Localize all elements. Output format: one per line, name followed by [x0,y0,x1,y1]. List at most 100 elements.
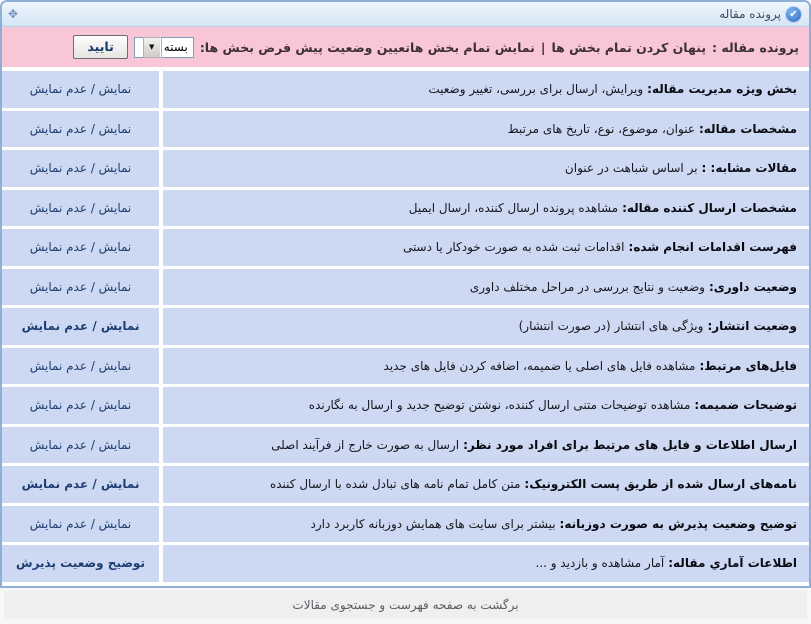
section-cell: وضعیت داوری: وضعیت و نتایج بررسی در مراحل… [163,268,809,305]
section-cell: اطلاعات آماري مقاله: آمار مشاهده و بازدید… [163,545,809,582]
section-label: توضیحات ضمیمه: [694,398,797,413]
table-row: ارسال اطلاعات و فایل های مرتبط برای افرا… [2,426,809,463]
table-row: اطلاعات آماري مقاله: آمار مشاهده و بازدید… [2,545,809,582]
section-cell: وضعیت انتشار: ویژگی های انتشار (در صورت ا… [163,308,809,345]
section-cell: توضیح وضعیت پذیرش به صورت دوزبانه: بیشتر … [163,505,809,542]
section-description: بر اساس شباهت در عنوان [564,161,698,176]
action-cell: نمایش / عدم نمایش [2,189,159,226]
title-bar: ✔ پرونده مقاله ✥ [2,2,809,27]
table-row: مشخصات ارسال کننده مقاله: مشاهده پرونده ا… [2,189,809,226]
action-cell: نمایش / عدم نمایش [2,150,159,187]
toggle-visibility-link[interactable]: توضیح وضعیت پذیرش [16,556,145,571]
section-label: اطلاعات آماري مقاله: [668,556,797,571]
section-cell: فهرست اقدامات انجام شده: اقدامات ثبت شده … [163,229,809,266]
table-row: مشخصات مقاله: عنوان، موضوع، نوع، تاریخ ها… [2,110,809,147]
select-value: بسته [163,39,188,54]
section-label: وضعیت داوری: [708,279,797,294]
section-description: ویژگی های انتشار (در صورت انتشار) [518,319,704,334]
check-icon: ✔ [786,6,801,22]
section-label: فایل‌های مرتبط: [699,358,797,373]
action-cell: نمایش / عدم نمایش [2,268,159,305]
section-description: مشاهده توضیحات متنی ارسال کننده، نوشتن ت… [308,398,691,413]
toggle-all-group: پرونده مقاله : پنهان کردن تمام بخش ها | … [410,40,799,55]
default-state-label: تعیین وضعیت پیش فرض بخش ها: [199,39,410,55]
section-label: وضعیت انتشار: [707,319,797,334]
section-cell: نامه‌های ارسال شده از طریق پست الکترونیک… [163,466,809,503]
toggle-visibility-link[interactable]: نمایش / عدم نمایش [29,240,132,255]
section-description: ویرایش، ارسال برای بررسی، تغییر وضعیت [428,82,644,97]
toggle-visibility-link[interactable]: نمایش / عدم نمایش [29,279,132,294]
section-description: متن کامل تمام نامه های تبادل شده با ارسا… [269,477,521,492]
toggle-visibility-link[interactable]: نمایش / عدم نمایش [29,437,132,452]
toggle-visibility-link[interactable]: نمایش / عدم نمایش [29,516,132,531]
default-state-select[interactable]: بسته ▼ [133,36,194,58]
section-description: ارسال به صورت خارج از فرآیند اصلی [271,437,460,452]
back-to-list-link[interactable]: برگشت به صفحه فهرست و جستجوی مقالات [292,598,519,612]
section-label: مقالات مشابه: : [701,161,797,176]
action-cell: نمایش / عدم نمایش [2,347,159,384]
action-cell: توضیح وضعیت پذیرش [2,545,159,582]
section-cell: فایل‌های مرتبط: مشاهده فایل های اصلی یا ض… [163,347,809,384]
section-cell: بخش ویژه مدیریت مقاله: ویرایش، ارسال برای… [163,71,809,108]
toggle-visibility-link[interactable]: نمایش / عدم نمایش [29,121,132,136]
action-cell: نمایش / عدم نمایش [2,466,159,503]
table-row: فایل‌های مرتبط: مشاهده فایل های اصلی یا ض… [2,347,809,384]
section-label: مشخصات مقاله: [698,121,797,136]
toggle-visibility-link[interactable]: نمایش / عدم نمایش [29,398,132,413]
section-description: بیشتر برای سایت های همایش دوزبانه کاربرد… [310,516,556,531]
section-cell: مشخصات مقاله: عنوان، موضوع، نوع، تاریخ ها… [163,110,809,147]
footer-bar: برگشت به صفحه فهرست و جستجوی مقالات [4,591,807,619]
section-cell: ارسال اطلاعات و فایل های مرتبط برای افرا… [163,426,809,463]
toggle-visibility-link[interactable]: نمایش / عدم نمایش [29,200,132,215]
section-description: آمار مشاهده و بازدید و ... [535,556,665,571]
default-state-group: تعیین وضعیت پیش فرض بخش ها: بسته ▼ تایید [73,35,410,59]
content-frame: ✔ پرونده مقاله ✥ پرونده مقاله : پنهان کر… [0,0,811,588]
section-label: مشخصات ارسال کننده مقاله: [622,200,797,215]
section-description: اقدامات ثبت شده به صورت خودکار یا دستی [402,240,625,255]
table-row: وضعیت داوری: وضعیت و نتایج بررسی در مراحل… [2,268,809,305]
section-cell: مشخصات ارسال کننده مقاله: مشاهده پرونده ا… [163,189,809,226]
section-label: فهرست اقدامات انجام شده: [628,240,797,255]
section-description: مشاهده پرونده ارسال کننده، ارسال ایمیل [408,200,619,215]
table-row: توضیحات ضمیمه: مشاهده توضیحات متنی ارسال … [2,387,809,424]
section-label: نامه‌های ارسال شده از طریق پست الکترونیک… [524,477,797,492]
table-row: توضیح وضعیت پذیرش به صورت دوزبانه: بیشتر … [2,505,809,542]
action-cell: نمایش / عدم نمایش [2,505,159,542]
section-description: عنوان، موضوع، نوع، تاریخ های مرتبط [507,121,695,136]
action-cell: نمایش / عدم نمایش [2,308,159,345]
toggle-visibility-link[interactable]: نمایش / عدم نمایش [29,358,132,373]
toolbar-title: پرونده مقاله : [712,39,799,55]
rows-container: بخش ویژه مدیریت مقاله: ویرایش، ارسال برای… [2,70,809,582]
section-label: توضیح وضعیت پذیرش به صورت دوزبانه: [559,516,797,531]
section-label: ارسال اطلاعات و فایل های مرتبط برای افرا… [463,437,797,452]
action-cell: نمایش / عدم نمایش [2,71,159,108]
title-group: ✔ پرونده مقاله [719,6,801,22]
section-cell: توضیحات ضمیمه: مشاهده توضیحات متنی ارسال … [163,387,809,424]
hide-all-sections-link[interactable]: پنهان کردن تمام بخش ها [551,39,707,55]
table-row: نامه‌های ارسال شده از طریق پست الکترونیک… [2,466,809,503]
section-description: مشاهده فایل های اصلی یا ضمیمه، اضافه کرد… [383,358,696,373]
table-row: فهرست اقدامات انجام شده: اقدامات ثبت شده … [2,229,809,266]
section-cell: مقالات مشابه: : بر اساس شباهت در عنوان [163,150,809,187]
action-cell: نمایش / عدم نمایش [2,387,159,424]
chevron-down-icon: ▼ [142,36,162,58]
table-row: بخش ویژه مدیریت مقاله: ویرایش، ارسال برای… [2,71,809,108]
table-row: مقالات مشابه: : بر اساس شباهت در عنوان نما… [2,150,809,187]
action-cell: نمایش / عدم نمایش [2,110,159,147]
move-handle-icon[interactable]: ✥ [8,7,19,21]
toggle-visibility-link[interactable]: نمایش / عدم نمایش [29,161,132,176]
page-title: پرونده مقاله [719,7,781,21]
confirm-button[interactable]: تایید [73,35,128,59]
section-description: وضعیت و نتایج بررسی در مراحل مختلف داوری [469,279,705,294]
toggle-visibility-link[interactable]: نمایش / عدم نمایش [29,82,132,97]
separator: | [540,39,546,55]
toggle-visibility-link[interactable]: نمایش / عدم نمایش [21,477,140,492]
action-cell: نمایش / عدم نمایش [2,426,159,463]
section-toolbar: پرونده مقاله : پنهان کردن تمام بخش ها | … [2,27,809,70]
action-cell: نمایش / عدم نمایش [2,229,159,266]
section-label: بخش ویژه مدیریت مقاله: [647,82,797,97]
show-all-sections-link[interactable]: نمایش تمام بخش ها [410,39,535,55]
table-row: وضعیت انتشار: ویژگی های انتشار (در صورت ا… [2,308,809,345]
toggle-visibility-link[interactable]: نمایش / عدم نمایش [21,319,140,334]
